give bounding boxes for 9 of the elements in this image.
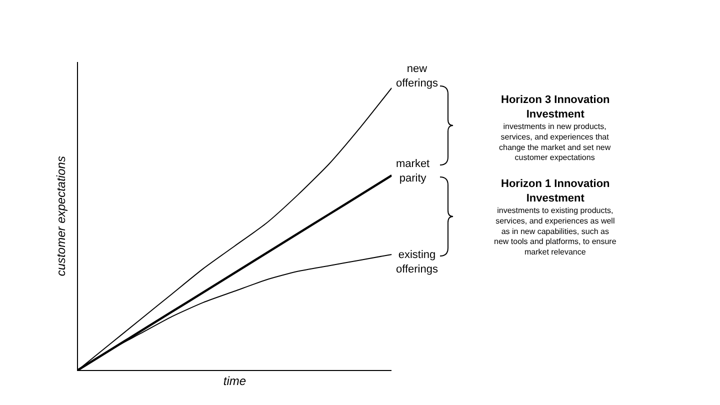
series-label: new offerings [396,63,438,90]
series-label: existing offerings [396,249,438,276]
text: investments to existing products, services, and experiences as well as in new capabilities, such as new tools and platforms, to ensure market relevance [494,206,617,257]
series-label: market parity [396,158,430,184]
text: Horizon 1 Innovation Investment [501,178,610,204]
text: investments in new products, services, and experiences that change the market and set new customer expectations [499,122,611,162]
text: Horizon 3 Innovation Investment [501,94,610,120]
y-axis-title: customer expectations [54,156,68,276]
x-axis-title: time [223,374,246,388]
